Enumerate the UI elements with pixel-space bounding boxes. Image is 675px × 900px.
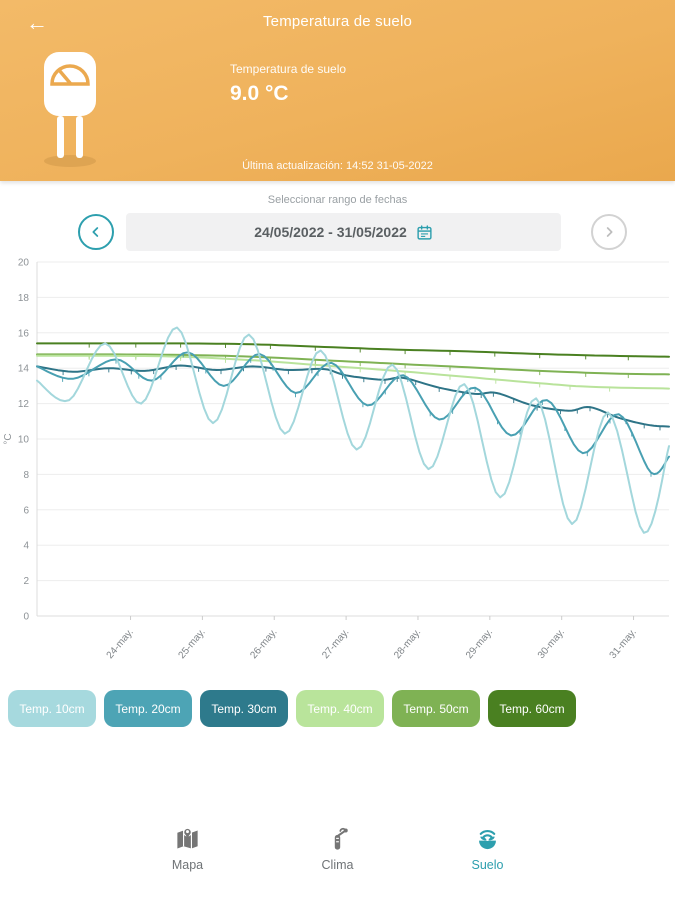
metric-label: Temperatura de suelo xyxy=(230,62,347,76)
svg-text:20: 20 xyxy=(18,258,30,269)
svg-text:12: 12 xyxy=(18,399,30,410)
legend-button-temp-30cm[interactable]: Temp. 30cm xyxy=(200,690,288,727)
metric-block: Temperatura de suelo 9.0 °C xyxy=(230,62,346,106)
date-range-row: 24/05/2022 - 31/05/2022 xyxy=(0,213,675,251)
nav-item-suelo[interactable]: Suelo xyxy=(459,826,517,872)
next-range-button[interactable] xyxy=(591,214,627,250)
map-icon xyxy=(177,827,198,849)
svg-text:30-may.: 30-may. xyxy=(536,627,567,661)
svg-text:°C: °C xyxy=(3,433,14,444)
chart-area: 0 2 4 6 8 10 12 14 16 18 20 °C 24-may. 25-may. 26-may.… xyxy=(0,257,675,686)
svg-text:18: 18 xyxy=(18,293,30,304)
legend-button-temp-40cm[interactable]: Temp. 40cm xyxy=(296,690,384,727)
svg-text:6: 6 xyxy=(23,505,29,516)
nav-label-clima: Clima xyxy=(321,858,354,872)
chevron-right-icon xyxy=(606,227,613,237)
svg-text:29-may.: 29-may. xyxy=(464,627,495,661)
svg-text:14: 14 xyxy=(18,364,30,375)
legend-button-temp-10cm[interactable]: Temp. 10cm xyxy=(8,690,96,727)
previous-range-button[interactable] xyxy=(78,214,114,250)
nav-item-mapa[interactable]: Mapa xyxy=(159,826,217,872)
svg-text:0: 0 xyxy=(23,612,29,623)
svg-text:8: 8 xyxy=(23,470,29,481)
svg-text:31-may.: 31-may. xyxy=(608,627,639,661)
soil-sensor-icon xyxy=(479,830,496,850)
calendar-icon[interactable] xyxy=(416,224,433,241)
weather-station-icon xyxy=(334,827,348,850)
nav-label-suelo: Suelo xyxy=(471,858,504,872)
chevron-left-icon xyxy=(92,227,99,237)
legend: Temp. 10cm Temp. 20cm Temp. 30cm Temp. 40cm… xyxy=(0,686,675,727)
legend-button-temp-20cm[interactable]: Temp. 20cm xyxy=(104,690,192,727)
svg-text:28-may.: 28-may. xyxy=(392,627,423,661)
svg-text:26-may.: 26-may. xyxy=(248,627,279,661)
date-range-section: Seleccionar rango de fechas 24/05/2022 -… xyxy=(0,181,675,251)
svg-text:2: 2 xyxy=(23,576,29,587)
date-range-value: 24/05/2022 - 31/05/2022 xyxy=(254,224,407,240)
nav-item-clima[interactable]: Clima xyxy=(309,826,367,872)
date-range-input[interactable]: 24/05/2022 - 31/05/2022 xyxy=(126,213,561,251)
svg-text:16: 16 xyxy=(18,328,30,339)
last-update-text: Última actualización: 14:52 31-05-2022 xyxy=(242,160,433,172)
legend-button-temp-60cm[interactable]: Temp. 60cm xyxy=(488,690,576,727)
top-bar: ← Temperatura de suelo xyxy=(0,0,675,44)
svg-text:10: 10 xyxy=(18,435,30,446)
svg-text:25-may.: 25-may. xyxy=(177,627,208,661)
metric-value: 9.0 °C xyxy=(230,82,289,105)
svg-text:24-may.: 24-may. xyxy=(105,627,136,661)
legend-button-temp-50cm[interactable]: Temp. 50cm xyxy=(392,690,480,727)
back-arrow-icon[interactable]: ← xyxy=(26,10,48,35)
svg-text:4: 4 xyxy=(23,541,29,552)
page-title: Temperatura de suelo xyxy=(262,13,413,30)
soil-temperature-chart: 0 2 4 6 8 10 12 14 16 18 20 °C 24-may. 25-may. 26-may.… xyxy=(3,258,670,661)
svg-text:27-may.: 27-may. xyxy=(320,627,351,661)
header: ← Temperatura de suelo Temperatura de su… xyxy=(0,0,675,181)
nav-label-mapa: Mapa xyxy=(171,858,204,872)
soil-probe-icon xyxy=(32,50,110,173)
bottom-navigation: Mapa Clima Suelo xyxy=(0,806,675,900)
date-range-label: Seleccionar rango de fechas xyxy=(267,194,408,206)
